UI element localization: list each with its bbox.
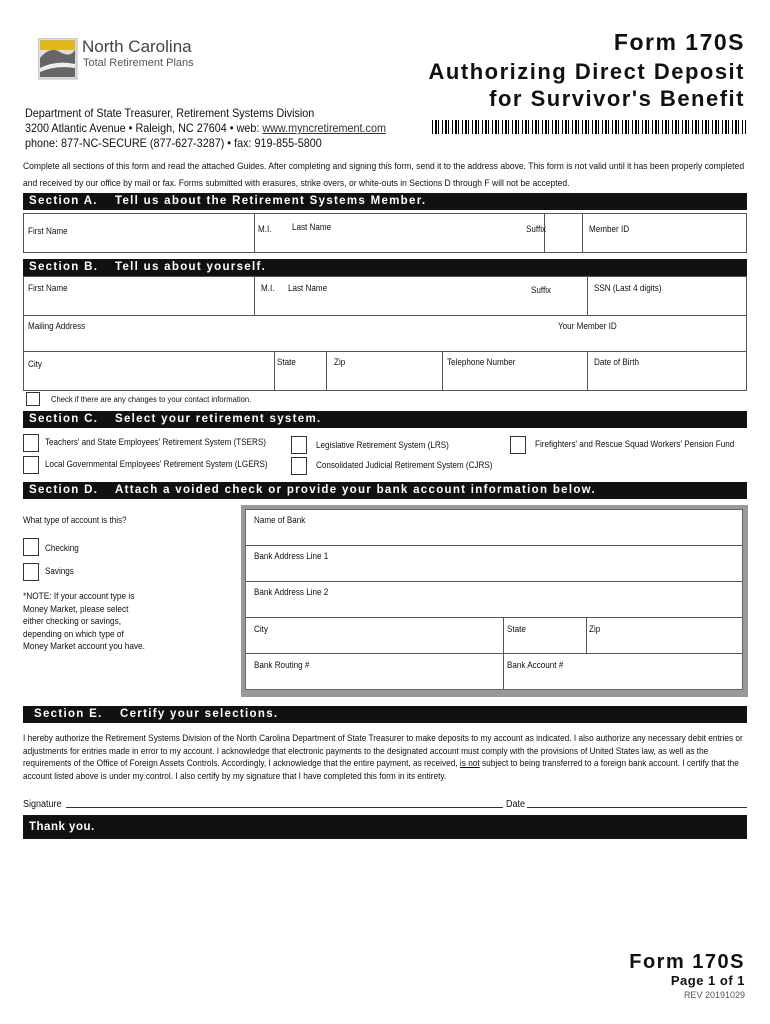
bank-zip-label: Zip <box>589 624 601 634</box>
member-last-name-label: Last Name <box>292 222 332 232</box>
instructions-2: and received by our office by mail or fa… <box>23 178 570 188</box>
title-line-1: Authorizing Direct Deposit <box>428 59 745 84</box>
tsers-checkbox[interactable] <box>23 434 39 452</box>
member-mi-label: M.I. <box>258 224 272 234</box>
member-first-name-label: First Name <box>28 226 68 236</box>
bank-info-panel: Name of Bank Bank Address Line 1 Bank Ad… <box>241 505 748 697</box>
account-type-question: What type of account is this? <box>23 515 127 525</box>
lrs-checkbox[interactable] <box>291 436 307 454</box>
lrs-label: Legislative Retirement System (LRS) <box>316 440 449 450</box>
logo-name: North Carolina <box>82 37 192 56</box>
logo-tagline: Total Retirement Plans <box>83 57 194 69</box>
date-line[interactable] <box>527 807 747 808</box>
bank-city-label: City <box>254 624 268 634</box>
revision: REV 20191029 <box>683 990 745 1000</box>
last-name-label: Last Name <box>288 283 328 293</box>
your-member-id-label: Your Member ID <box>558 321 617 331</box>
instructions-1: Complete all sections of this form and r… <box>23 161 745 171</box>
firefighters-label: Firefighters' and Rescue Squad Workers' … <box>535 439 735 449</box>
thank-you-bar: Thank you. <box>23 815 747 839</box>
savings-label: Savings <box>45 566 74 576</box>
page-number: Page 1 of 1 <box>670 973 745 988</box>
section-c-header: Section C. Select your retirement system. <box>23 411 747 428</box>
signature-line[interactable] <box>66 807 503 808</box>
form-number: Form 170S <box>613 29 745 55</box>
state-label: State <box>277 357 296 367</box>
address: 3200 Atlantic Avenue • Raleigh, NC 27604… <box>25 121 386 135</box>
footer-form-number: Form 170S <box>629 951 745 973</box>
routing-label: Bank Routing # <box>254 660 310 670</box>
contact-change-checkbox[interactable] <box>26 392 40 406</box>
contact-change-label: Check if there are any changes to your c… <box>51 394 252 404</box>
cjrs-checkbox[interactable] <box>291 457 307 475</box>
zip-label: Zip <box>334 357 346 367</box>
section-d-header: Section D. Attach a voided check or provi… <box>23 482 747 499</box>
date-label: Date <box>506 799 526 810</box>
bank-address-2-label: Bank Address Line 2 <box>254 587 329 597</box>
city-label: City <box>28 359 42 369</box>
section-b-header: Section B. Tell us about yourself. <box>23 259 747 276</box>
first-name-label: First Name <box>28 283 68 293</box>
web-link[interactable]: www.myncretirement.com <box>262 121 386 135</box>
dept-name: Department of State Treasurer, Retiremen… <box>25 106 315 120</box>
member-id-label: Member ID <box>589 224 630 234</box>
section-e-header: Section E. Certify your selections. <box>23 706 747 723</box>
checking-label: Checking <box>45 543 79 553</box>
ssn-label: SSN (Last 4 digits) <box>594 283 662 293</box>
account-label: Bank Account # <box>507 660 564 670</box>
firefighters-checkbox[interactable] <box>510 436 526 454</box>
savings-checkbox[interactable] <box>23 563 39 581</box>
tsers-label: Teachers' and State Employees' Retiremen… <box>45 437 266 447</box>
money-market-note: *NOTE: If your account type is Money Mark… <box>23 591 145 651</box>
bank-state-label: State <box>507 624 526 634</box>
section-a-header: Section A. Tell us about the Retirement S… <box>23 193 747 210</box>
lgers-label: Local Governmental Employees' Retirement… <box>45 459 268 469</box>
nc-logo-icon <box>38 38 78 80</box>
member-suffix-label: Suffix <box>526 224 547 234</box>
checking-checkbox[interactable] <box>23 538 39 556</box>
lgers-checkbox[interactable] <box>23 456 39 474</box>
certification-text: I hereby authorize the Retirement System… <box>23 733 743 781</box>
title-line-2: for Survivor's Benefit <box>489 86 745 111</box>
phone: phone: 877-NC-SECURE (877-627-3287) • fa… <box>25 136 322 150</box>
barcode <box>432 120 746 134</box>
phone-label: Telephone Number <box>447 357 516 367</box>
mi-label: M.I. <box>261 283 275 293</box>
bank-address-1-label: Bank Address Line 1 <box>254 551 329 561</box>
suffix-label: Suffix <box>531 285 552 295</box>
signature-label: Signature <box>23 799 62 810</box>
cjrs-label: Consolidated Judicial Retirement System … <box>316 460 493 470</box>
section-a-row[interactable]: First Name M.I. Last Name Suffix Member … <box>23 213 747 253</box>
dob-label: Date of Birth <box>594 357 640 367</box>
mailing-address-label: Mailing Address <box>28 321 86 331</box>
section-b-form[interactable]: First Name M.I. Last Name Suffix SSN (La… <box>23 276 747 391</box>
bank-name-label: Name of Bank <box>254 515 306 525</box>
